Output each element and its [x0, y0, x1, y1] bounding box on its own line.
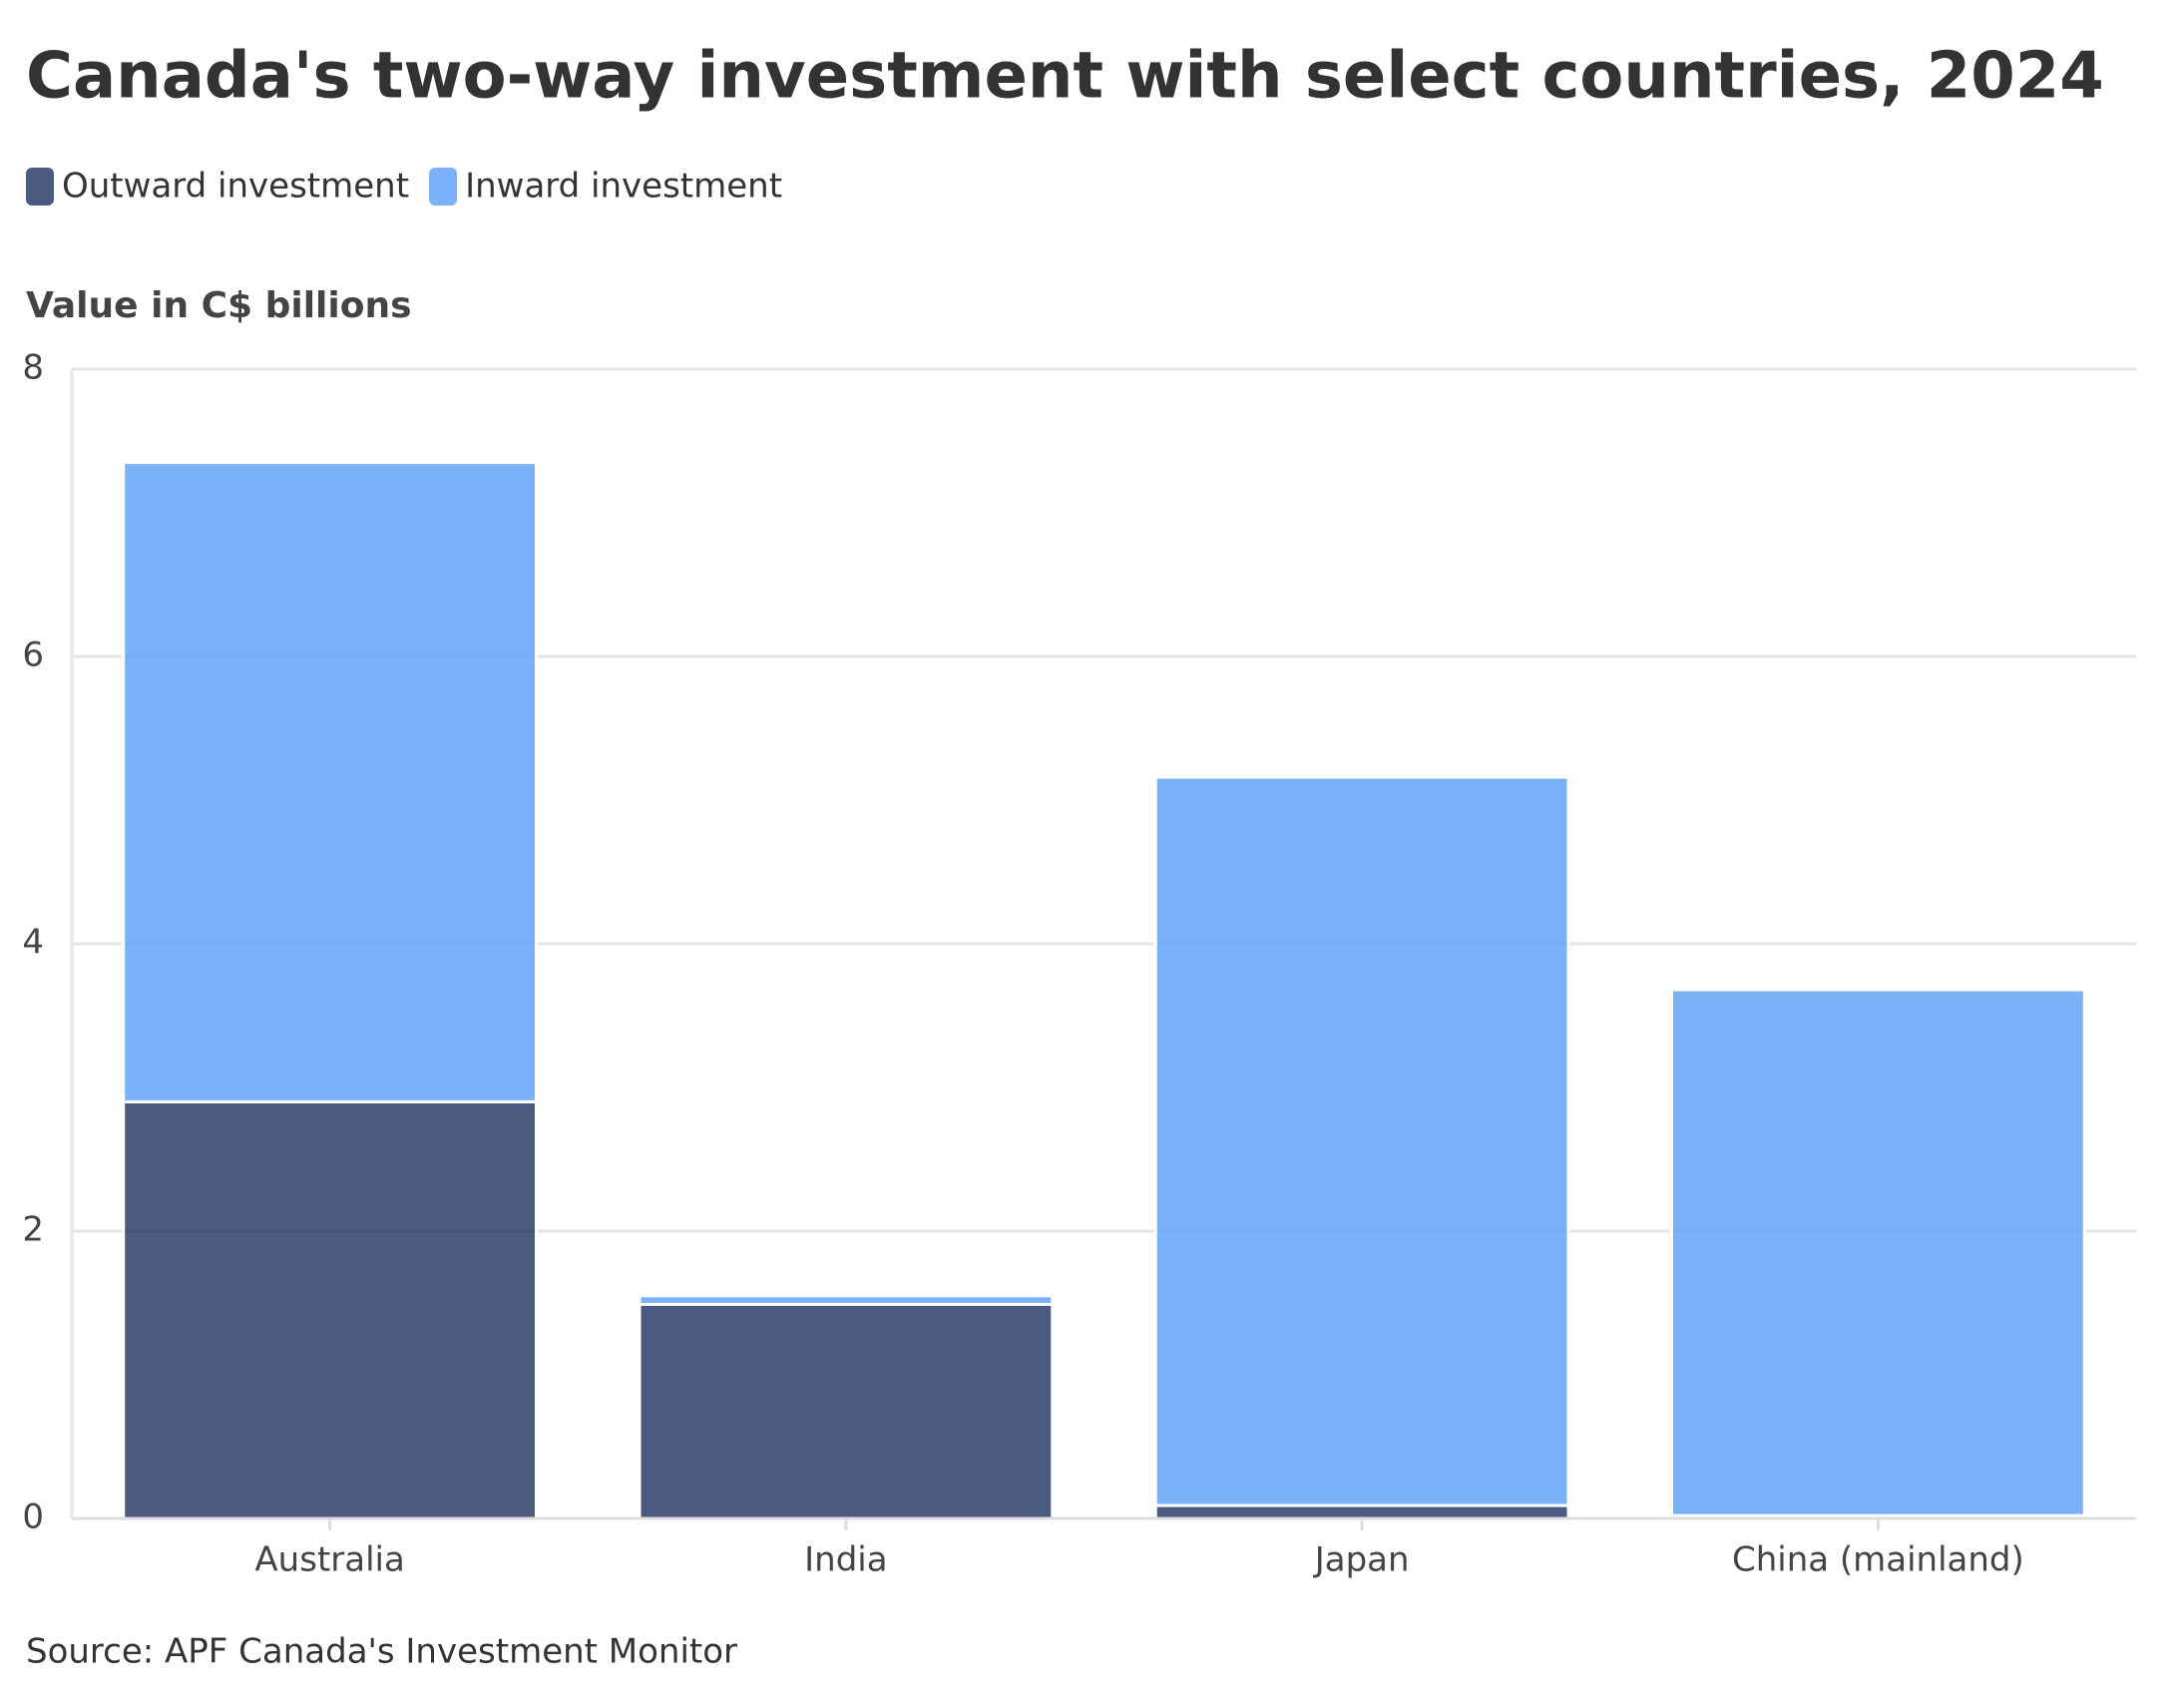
bar-segment — [1153, 1503, 1570, 1520]
y-tick-label: 6 — [22, 636, 44, 675]
y-tick-label: 4 — [22, 923, 44, 963]
x-tick-label: Australia — [254, 1540, 404, 1580]
bar-segment — [638, 1294, 1055, 1306]
y-tick-label: 8 — [22, 348, 44, 388]
bar-segment — [1669, 988, 2086, 1517]
legend-swatch — [26, 168, 54, 206]
bar-segment — [638, 1302, 1055, 1520]
x-tick-label: Japan — [1313, 1540, 1410, 1580]
bar-segment — [122, 461, 539, 1103]
legend-label: Inward investment — [465, 167, 782, 207]
legend-label: Outward investment — [62, 167, 409, 207]
y-tick-label: 2 — [22, 1210, 44, 1250]
y-tick-label: 0 — [22, 1497, 44, 1537]
source: Source: APF Canada's Investment Monitor — [26, 1632, 737, 1672]
bar-segment — [122, 1099, 539, 1520]
x-tick-label: China (mainland) — [1732, 1540, 2024, 1580]
legend-swatch — [429, 168, 458, 206]
bar-segment — [1153, 775, 1570, 1507]
y-axis-title: Value in C$ billions — [26, 285, 412, 326]
x-tick-label: India — [804, 1540, 887, 1580]
chart-title: Canada's two-way investment with select … — [26, 40, 2104, 114]
